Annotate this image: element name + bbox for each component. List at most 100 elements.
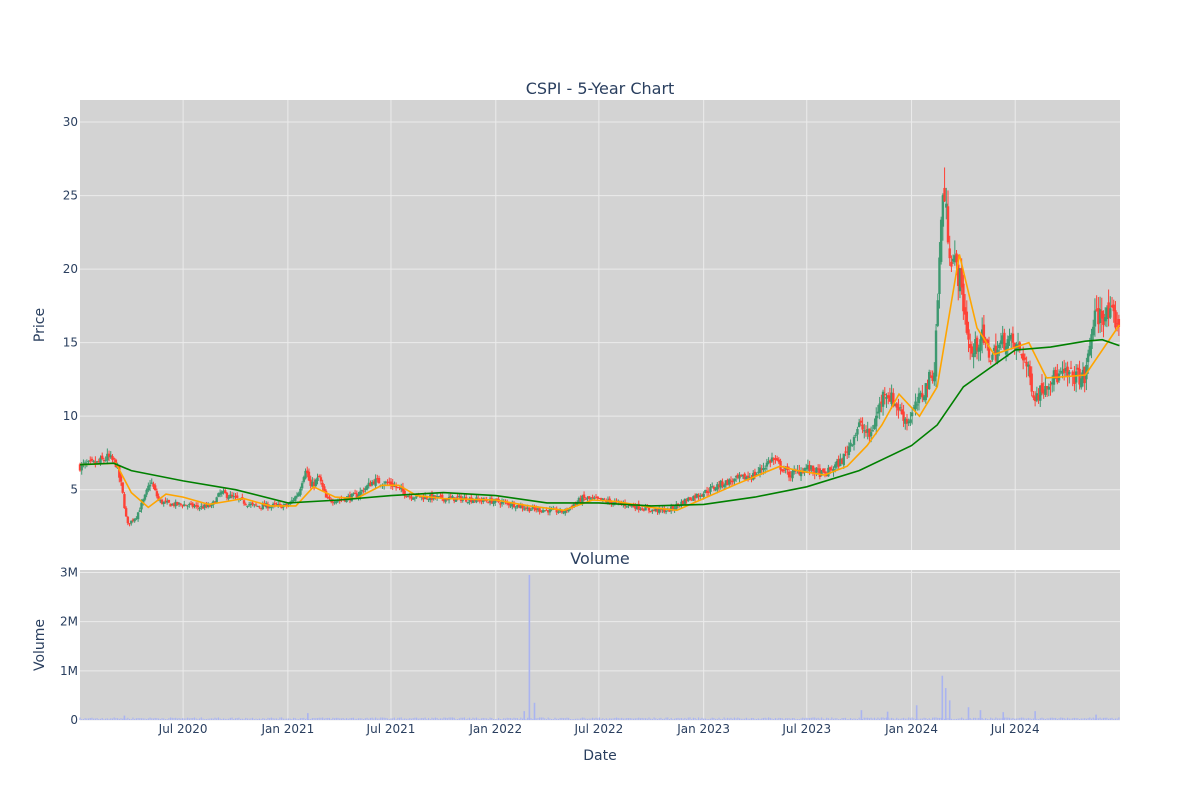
volume-bar [421,718,423,720]
candle-up [360,490,364,492]
x-tick-label: Jul 2022 [573,722,623,736]
volume-bar [701,717,703,720]
volume-bar [509,717,512,720]
candle-up [218,492,222,495]
volume-bar [245,717,247,720]
volume-spike-bar [123,715,126,720]
volume-bar [1108,718,1110,720]
volume-bar [378,718,380,720]
candle-up [919,392,922,397]
candle-down [353,492,357,494]
candle-down [167,499,171,503]
candle-down [403,490,406,496]
x-tick-label: Jul 2024 [990,722,1040,736]
candle-up [839,458,842,466]
volume-bar [385,717,387,720]
candle-down [189,503,193,505]
candle-down [1071,371,1074,376]
volume-bar [344,718,346,720]
candle-down [962,283,965,312]
candle-down [946,206,950,243]
candle-down [688,497,692,500]
volume-bar [667,717,669,720]
candle-down [690,499,693,501]
candle-up [683,498,687,505]
volume-bar [137,718,139,720]
candle-up [945,203,948,208]
candle-down [868,428,871,437]
candle-up [253,504,256,506]
long-moving-average-line [79,338,1120,507]
candle-up [294,496,297,501]
volume-bar [1019,717,1021,720]
candle-down [377,477,381,484]
volume-bar [527,717,529,720]
candle-up [1044,386,1047,395]
volume-bar [431,717,433,720]
volume-bar [532,718,534,720]
volume-bar [1087,718,1089,720]
candle-up [536,508,540,510]
volume-bar [879,718,881,720]
candle-down [546,510,550,513]
candle-up [909,419,912,423]
volume-bar [605,718,607,720]
volume-bar [1056,718,1058,720]
volume-bar [732,718,734,720]
volume-bar [814,717,816,720]
volume-bar [776,718,778,720]
volume-bar [778,717,780,720]
volume-bar [643,718,645,720]
candle-up [136,512,140,520]
candle-up [847,446,851,456]
volume-bar [564,718,566,720]
volume-bar [250,718,252,720]
volume-bar [446,718,448,720]
volume-bar [550,718,553,720]
volume-bar [817,717,819,720]
volume-bar [950,718,953,720]
volume-bar [600,718,602,720]
candle-up [589,498,593,500]
candle-up [509,505,512,507]
candle-down [717,485,721,487]
candle-down [319,477,323,482]
volume-bar [971,718,973,720]
volume-bar [554,717,556,720]
volume-bar [875,718,877,720]
volume-bar [284,718,286,720]
candle-down [900,409,904,415]
candle-up [177,502,181,504]
candle-up [613,501,617,505]
volume-bar [627,718,630,720]
candle-up [99,457,102,464]
candle-up [757,471,760,473]
volume-spike-bar [979,710,982,720]
volume-bar [629,718,631,720]
candle-down [153,485,157,491]
candle-down [777,459,781,463]
candle-down [779,460,782,470]
volume-bar [923,717,925,720]
volume-bar [328,717,331,720]
volume-bar [1104,717,1106,720]
volume-bar [937,717,939,720]
volume-bar [246,718,249,720]
volume-bar [863,717,865,720]
volume-bar [767,717,770,720]
candle-down [1062,368,1066,373]
volume-bar [896,717,898,720]
volume-bar [376,718,378,720]
volume-bar [486,718,488,720]
candle-down [1097,308,1100,325]
candle-down [312,482,316,487]
candle-down [1040,383,1044,393]
candle-up [893,403,897,405]
candle-up [333,502,336,504]
candle-down [388,481,391,484]
candle-down [642,509,646,511]
candle-up [593,497,596,499]
volume-bar [115,718,117,720]
volume-bar [171,717,173,720]
volume-bar [229,717,231,720]
